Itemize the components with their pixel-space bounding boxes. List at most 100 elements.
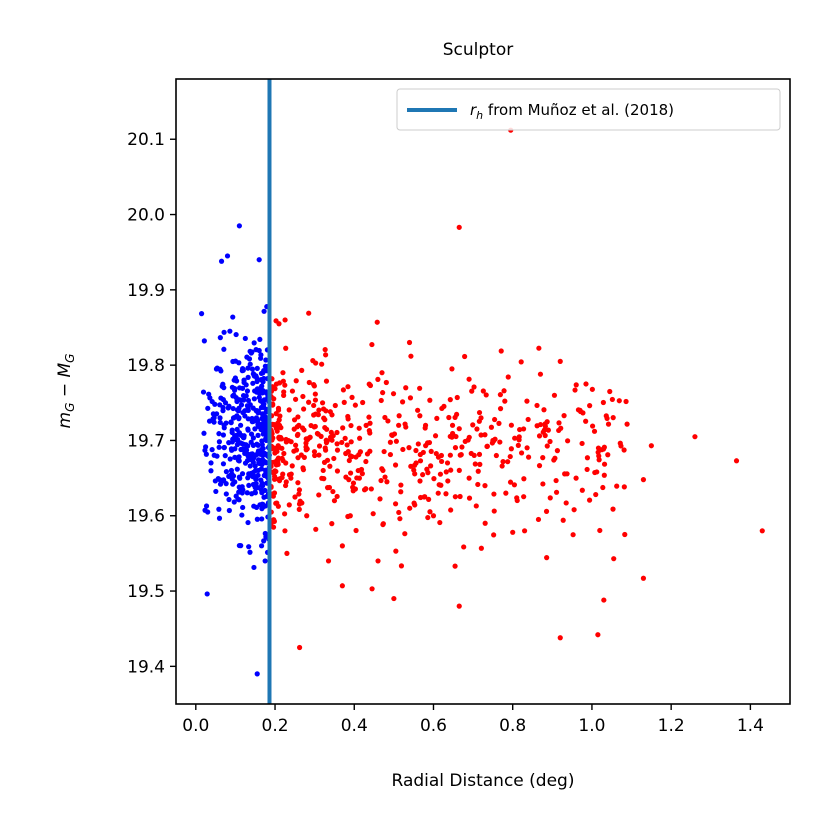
data-point (259, 438, 265, 444)
data-point (330, 488, 336, 495)
data-point (380, 467, 386, 474)
data-point (470, 422, 476, 428)
data-point (573, 475, 579, 481)
data-point (360, 399, 366, 406)
data-point (296, 506, 302, 512)
data-point (313, 360, 319, 366)
data-point (491, 491, 497, 497)
data-point (400, 446, 406, 453)
data-point (503, 490, 509, 496)
data-point (456, 224, 462, 230)
legend: rh from Muñoz et al. (2018) (396, 88, 781, 131)
data-point (521, 494, 527, 500)
data-point (297, 498, 303, 504)
data-point (294, 432, 301, 438)
data-point (363, 422, 369, 428)
y-tick-label: 19.7 (127, 431, 165, 451)
data-point (211, 415, 217, 421)
data-point (322, 347, 328, 353)
data-point (280, 471, 286, 477)
data-point (222, 453, 228, 459)
data-point (221, 346, 227, 352)
data-point (534, 402, 540, 409)
data-point (387, 439, 393, 445)
data-point (537, 371, 544, 377)
data-point (210, 411, 216, 417)
data-point (288, 471, 294, 477)
data-point (407, 395, 414, 401)
data-point (413, 460, 419, 466)
data-point (216, 444, 222, 450)
data-point (261, 494, 267, 500)
data-point (334, 468, 341, 474)
data-point (594, 469, 600, 475)
data-point (271, 396, 277, 402)
data-point (396, 413, 402, 419)
data-point (226, 507, 232, 514)
data-point (293, 378, 299, 384)
data-point (249, 366, 256, 372)
data-point (556, 420, 562, 426)
data-point (280, 370, 286, 376)
x-tick-label: 0.8 (499, 716, 526, 736)
data-point (482, 432, 488, 438)
data-point (284, 550, 290, 557)
data-point (322, 445, 328, 451)
data-point (276, 321, 282, 327)
data-point (476, 451, 483, 457)
data-point (403, 424, 409, 430)
data-point (229, 447, 235, 453)
data-point (524, 445, 530, 451)
data-point (560, 517, 566, 523)
data-point (249, 415, 255, 422)
data-point (572, 387, 578, 393)
data-point (230, 405, 236, 412)
data-point (447, 433, 453, 440)
data-point (406, 445, 412, 451)
data-point (253, 415, 260, 421)
data-point (553, 477, 559, 484)
data-point (540, 455, 546, 461)
data-point (380, 521, 386, 527)
data-point (232, 385, 238, 392)
data-point (521, 476, 527, 482)
data-point (583, 418, 589, 424)
data-point (316, 452, 322, 458)
data-point (477, 461, 483, 467)
data-point (217, 481, 224, 487)
data-point (216, 506, 222, 512)
data-point (421, 494, 427, 500)
data-point (248, 470, 254, 477)
data-point (415, 407, 421, 413)
data-point (282, 528, 288, 534)
x-tick-label: 0.0 (182, 716, 209, 736)
data-point (231, 392, 237, 398)
data-point (236, 474, 242, 480)
data-point (448, 467, 454, 473)
data-point (343, 450, 349, 457)
data-point (286, 407, 292, 413)
data-point (346, 457, 352, 464)
data-point (273, 468, 279, 475)
data-point (587, 403, 593, 409)
x-tick-label: 1.4 (737, 716, 764, 736)
data-point (473, 503, 479, 509)
data-point (507, 453, 513, 460)
data-point (441, 403, 447, 409)
data-point (356, 425, 362, 431)
data-point (245, 397, 252, 404)
data-point (457, 493, 463, 500)
data-point (239, 490, 245, 496)
data-point (349, 394, 355, 400)
data-point (243, 393, 249, 399)
data-point (502, 398, 508, 404)
data-point (257, 502, 263, 508)
data-point (273, 476, 279, 482)
data-point (313, 411, 319, 417)
data-point (239, 368, 245, 374)
data-point (375, 376, 381, 382)
data-point (239, 471, 246, 477)
data-point (352, 402, 358, 408)
x-tick-label: 1.0 (578, 716, 605, 736)
data-point (407, 505, 413, 511)
